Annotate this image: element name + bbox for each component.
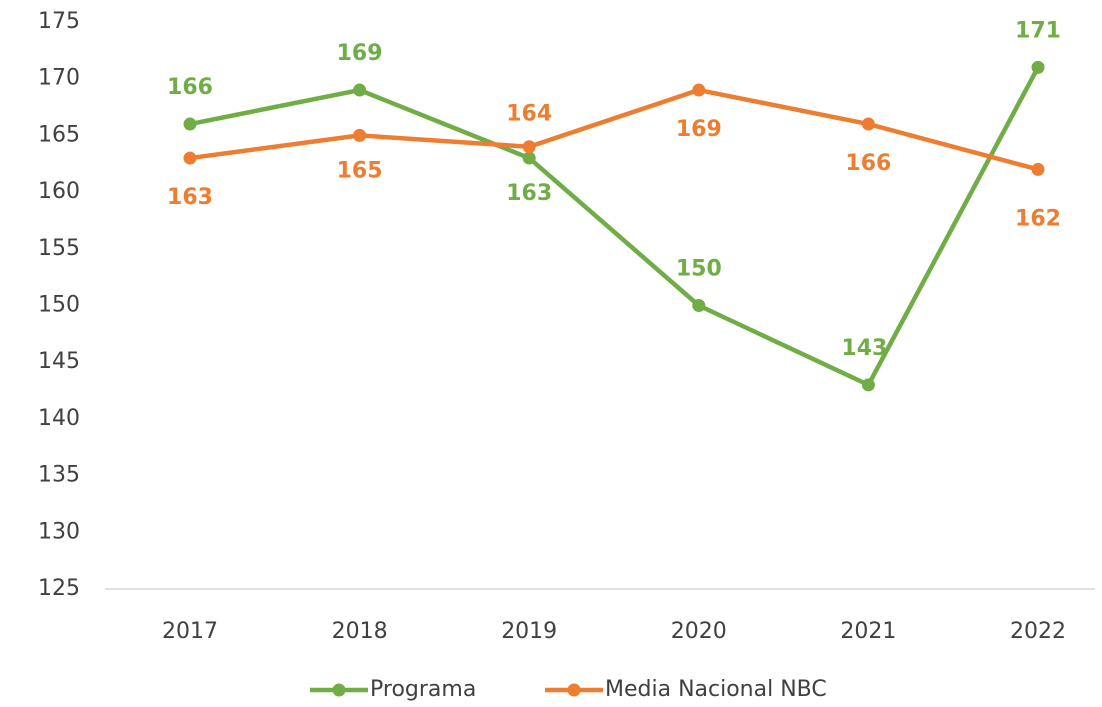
legend-marker bbox=[332, 683, 346, 697]
x-tick-label: 2018 bbox=[332, 619, 388, 644]
data-point bbox=[183, 151, 197, 165]
y-tick-label: 130 bbox=[38, 519, 80, 544]
legend-item: Media Nacional NBC bbox=[545, 677, 827, 702]
data-point bbox=[353, 128, 367, 142]
data-label: 166 bbox=[167, 75, 213, 100]
data-label: 165 bbox=[337, 158, 383, 183]
data-point bbox=[183, 117, 197, 131]
series-line bbox=[189, 66, 1040, 388]
x-tick-label: 2019 bbox=[501, 619, 557, 644]
x-tick-label: 2022 bbox=[1010, 619, 1066, 644]
data-point bbox=[1031, 60, 1045, 74]
y-tick-label: 160 bbox=[38, 179, 80, 204]
legend-label: Programa bbox=[370, 677, 476, 702]
y-tick-label: 145 bbox=[38, 349, 80, 374]
data-label: 166 bbox=[845, 151, 891, 176]
data-point bbox=[353, 83, 367, 97]
y-tick-label: 150 bbox=[38, 293, 80, 318]
data-label: 169 bbox=[676, 117, 722, 142]
y-tick-label: 175 bbox=[38, 9, 80, 34]
data-label: 150 bbox=[676, 257, 722, 282]
legend-marker bbox=[567, 683, 581, 697]
data-point bbox=[692, 299, 706, 312]
data-point bbox=[522, 151, 536, 165]
y-tick-label: 165 bbox=[38, 122, 80, 147]
legend-label: Media Nacional NBC bbox=[605, 677, 827, 702]
data-point bbox=[692, 83, 706, 97]
y-tick-label: 140 bbox=[38, 406, 80, 431]
data-label: 169 bbox=[337, 41, 383, 66]
y-tick-label: 135 bbox=[38, 463, 80, 488]
y-tick-label: 170 bbox=[38, 66, 80, 91]
x-tick-label: 2020 bbox=[671, 619, 727, 644]
x-tick-label: 2017 bbox=[162, 619, 218, 644]
data-label: 163 bbox=[167, 185, 213, 210]
data-label: 162 bbox=[1015, 206, 1061, 231]
legend-item: Programa bbox=[310, 677, 476, 702]
data-point bbox=[1031, 162, 1045, 176]
data-point bbox=[861, 378, 875, 392]
series-line bbox=[189, 87, 1039, 172]
data-label: 163 bbox=[506, 181, 552, 206]
data-point bbox=[522, 140, 536, 154]
data-point bbox=[861, 117, 875, 131]
x-tick-label: 2021 bbox=[840, 619, 896, 644]
y-tick-label: 125 bbox=[38, 576, 80, 601]
data-label: 143 bbox=[841, 336, 887, 361]
y-tick-label: 155 bbox=[38, 236, 80, 261]
data-label: 164 bbox=[506, 102, 552, 127]
data-label: 171 bbox=[1015, 18, 1061, 43]
